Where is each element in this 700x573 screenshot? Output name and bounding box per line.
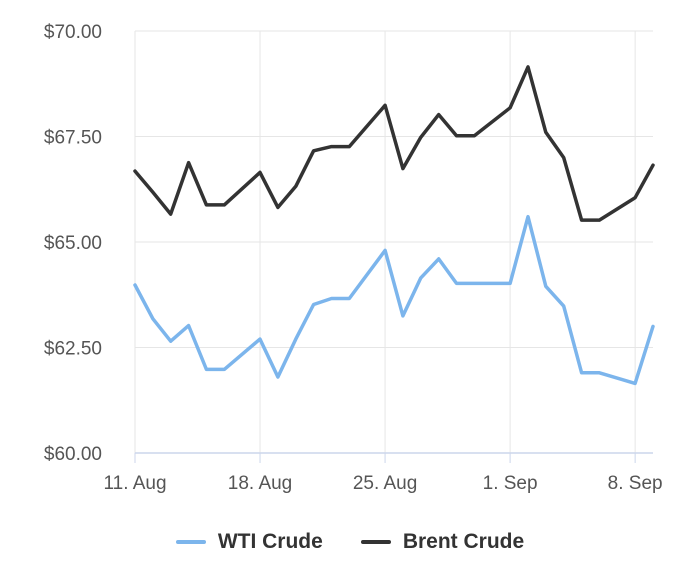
y-tick-label: $65.00	[44, 233, 102, 254]
legend-item-wti[interactable]: WTI Crude	[175, 530, 323, 554]
chart-plot-area: $60.00 $62.50 $65.00 $67.50 $70.00 11. Aug 18.…	[44, 22, 663, 494]
legend-swatch-wti	[175, 540, 206, 544]
y-tick-label: $70.00	[44, 22, 102, 43]
x-tick-label: 18. Aug	[228, 473, 292, 494]
legend-label-wti: WTI Crude	[217, 530, 323, 553]
y-tick-label: $67.50	[44, 128, 102, 149]
legend-item-brent[interactable]: Brent Crude	[360, 530, 525, 554]
legend-swatch-brent	[360, 540, 391, 544]
y-tick-label: $60.00	[44, 444, 102, 465]
x-tick-label: 8. Sep	[608, 473, 663, 494]
series-line-wti	[133, 214, 655, 386]
x-tick-label: 1. Sep	[483, 473, 538, 494]
legend-label-brent: Brent Crude	[402, 530, 525, 553]
x-tick-label: 11. Aug	[103, 473, 166, 494]
y-tick-label: $62.50	[44, 339, 102, 360]
chart-legend: WTI Crude Brent Crude	[0, 524, 700, 560]
series-line-brent	[133, 65, 655, 222]
x-tick-label: 25. Aug	[353, 473, 417, 494]
